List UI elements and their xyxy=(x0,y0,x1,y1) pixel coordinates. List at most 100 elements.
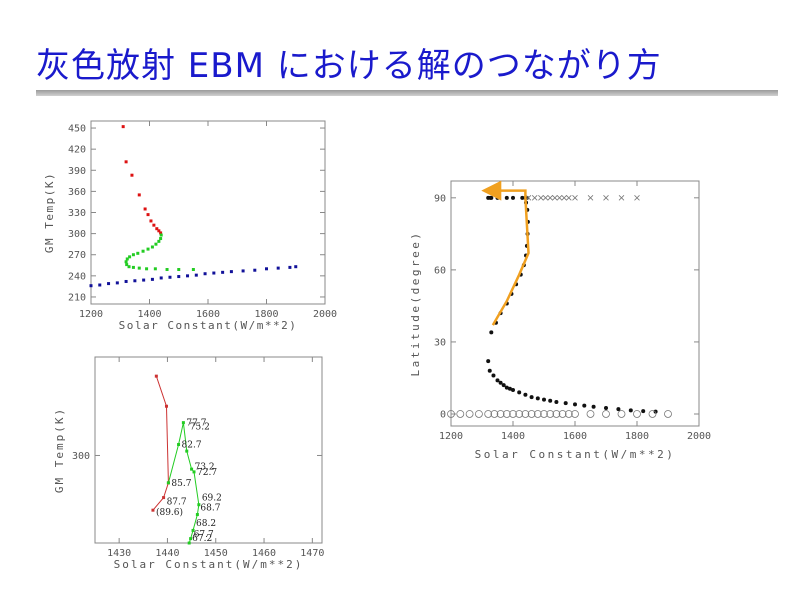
data-point xyxy=(185,449,189,453)
data-point xyxy=(490,410,499,418)
data-point xyxy=(125,263,129,267)
data-point xyxy=(265,267,268,271)
x-tick-label: 1800 xyxy=(254,309,278,320)
data-point xyxy=(195,513,199,517)
data-point xyxy=(618,195,625,201)
data-point xyxy=(641,409,646,414)
data-point xyxy=(633,410,641,418)
data-point xyxy=(496,410,505,418)
data-point xyxy=(495,378,500,383)
x-axis-label: Solar Constant(W/m**2) xyxy=(114,558,304,571)
data-point xyxy=(495,195,500,200)
data-point xyxy=(150,277,154,281)
data-point xyxy=(124,279,128,283)
data-point xyxy=(212,271,216,275)
data-point xyxy=(221,270,225,274)
data-point xyxy=(124,160,128,164)
data-point xyxy=(194,273,198,277)
data-point xyxy=(511,195,515,200)
plot-frame xyxy=(450,180,700,427)
data-point xyxy=(146,247,150,251)
data-point xyxy=(121,125,125,129)
data-point xyxy=(155,227,159,231)
data-point xyxy=(192,470,196,474)
data-point xyxy=(149,219,153,223)
data-point xyxy=(484,410,493,418)
x-tick-label: 1200 xyxy=(79,309,103,320)
data-point xyxy=(177,275,181,279)
data-point xyxy=(150,245,154,249)
data-point xyxy=(143,207,147,211)
y-tick-label: 270 xyxy=(68,250,86,261)
x-tick-label: 2000 xyxy=(687,431,711,442)
data-point xyxy=(558,410,567,418)
title-underline xyxy=(36,90,778,96)
data-point xyxy=(159,233,163,237)
data-point xyxy=(137,266,141,270)
plot-frame xyxy=(94,356,323,544)
data-point xyxy=(498,380,503,385)
data-point xyxy=(521,410,530,418)
data-point xyxy=(501,383,506,388)
data-point xyxy=(572,195,578,201)
data-point xyxy=(164,404,168,408)
data-point xyxy=(538,195,544,201)
data-point xyxy=(191,528,195,532)
data-point xyxy=(602,410,610,418)
data-point xyxy=(515,410,524,418)
y-axis-label: GM Temp(K) xyxy=(43,172,56,253)
point-annotation: 67.2 xyxy=(192,534,212,544)
data-point xyxy=(527,410,536,418)
data-point xyxy=(159,276,163,280)
data-point xyxy=(191,268,195,272)
data-point xyxy=(617,410,626,418)
data-point xyxy=(552,195,558,201)
data-point xyxy=(547,195,553,201)
x-tick-label: 1400 xyxy=(137,309,161,320)
data-point xyxy=(154,242,158,246)
y-tick-label: 90 xyxy=(434,193,446,204)
y-tick-label: 210 xyxy=(68,292,86,303)
point-annotation: 75.2 xyxy=(190,422,210,432)
data-point xyxy=(142,278,146,282)
data-point xyxy=(566,195,572,201)
y-axis-label: GM Temp(K) xyxy=(53,407,66,493)
y-tick-label: 360 xyxy=(68,187,86,198)
point-annotation: 82.7 xyxy=(182,441,202,451)
data-point xyxy=(137,193,141,197)
data-point xyxy=(487,368,492,373)
data-point xyxy=(168,275,172,279)
data-point xyxy=(628,408,633,413)
data-point xyxy=(504,385,509,390)
x-tick-label: 1600 xyxy=(563,431,587,442)
data-point xyxy=(229,270,233,274)
data-point xyxy=(542,195,549,201)
data-point xyxy=(573,402,577,407)
data-point xyxy=(107,282,111,286)
data-point xyxy=(548,398,553,403)
data-point xyxy=(157,239,161,243)
data-point xyxy=(554,399,559,404)
data-point xyxy=(190,467,194,471)
data-point xyxy=(563,401,568,406)
data-point xyxy=(456,410,465,418)
data-point xyxy=(648,410,657,418)
data-point xyxy=(152,223,156,227)
data-point xyxy=(520,195,525,200)
data-point xyxy=(564,410,573,418)
data-point xyxy=(98,283,102,287)
y-tick-label: 330 xyxy=(68,208,86,219)
data-point xyxy=(186,274,190,278)
x-tick-label: 1600 xyxy=(196,309,220,320)
data-point xyxy=(197,503,201,507)
data-point xyxy=(177,443,181,447)
data-point xyxy=(517,390,522,395)
data-point xyxy=(447,410,455,418)
data-point xyxy=(486,359,491,364)
data-point xyxy=(124,260,128,264)
data-point xyxy=(525,195,532,201)
data-point xyxy=(511,387,515,392)
data-point xyxy=(162,496,166,500)
